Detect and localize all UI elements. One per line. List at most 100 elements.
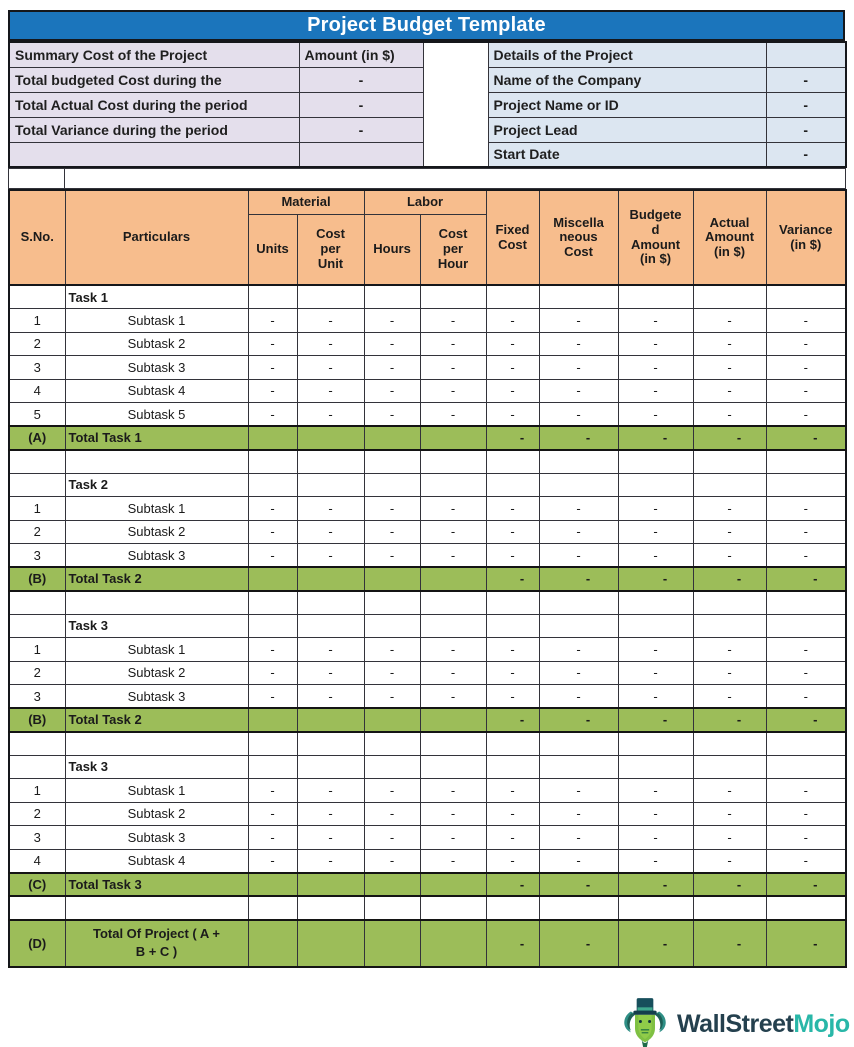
subtask-label: Subtask 3: [64, 355, 249, 380]
subtask-label: Subtask 4: [64, 848, 249, 873]
table-row-grand: (D) Total Of Project ( A + B + C ) - - - - -: [8, 918, 847, 968]
value-cell: -: [692, 519, 767, 544]
details-label: Start Date: [487, 141, 767, 168]
value-cell: -: [765, 543, 847, 568]
value-cell: -: [617, 402, 694, 427]
empty-cell: [247, 707, 298, 733]
empty-cell: [692, 590, 767, 615]
empty-cell: [363, 590, 421, 615]
details-value: -: [765, 66, 847, 93]
value-cell: -: [419, 331, 487, 356]
empty-cell: [765, 590, 847, 615]
value-cell: -: [538, 496, 619, 521]
value-cell: -: [538, 778, 619, 803]
table-row-empty: [8, 590, 847, 615]
value-cell: -: [485, 684, 540, 709]
spacer-cell: [8, 168, 65, 189]
sno-cell: 5: [8, 402, 66, 427]
value-cell: -: [692, 778, 767, 803]
wallstreetmojo-logo: WallStreetMojo: [620, 996, 850, 1047]
brand-wordmark: WallStreetMojo: [677, 1011, 850, 1037]
summary-label: Total Variance during the period: [8, 116, 300, 143]
total-letter: (B): [8, 566, 66, 592]
empty-cell: [296, 918, 365, 968]
value-cell: -: [692, 402, 767, 427]
value-cell: -: [617, 331, 694, 356]
value-cell: -: [296, 519, 365, 544]
empty-cell: [64, 449, 249, 474]
value-cell: -: [617, 684, 694, 709]
col-header-fixed-cost: Fixed Cost: [485, 189, 540, 286]
empty-cell: [765, 895, 847, 920]
value-cell: -: [247, 684, 298, 709]
subtask-label: Subtask 4: [64, 378, 249, 403]
total-label: Total Task 2: [64, 566, 249, 592]
sno-cell: 1: [8, 308, 66, 333]
top-info-header-row: Summary Cost of the Project Amount (in $…: [8, 41, 847, 168]
value-cell: -: [765, 825, 847, 850]
value-cell: -: [485, 402, 540, 427]
total-value-cell: -: [765, 918, 847, 968]
empty-cell: [247, 895, 298, 920]
value-cell: -: [692, 660, 767, 685]
total-letter: (B): [8, 707, 66, 733]
empty-cell: [485, 449, 540, 474]
empty-cell: [296, 895, 365, 920]
empty-cell: [419, 731, 487, 756]
value-cell: -: [692, 496, 767, 521]
table-row-sub: 1 Subtask 1---------: [8, 496, 847, 521]
total-value-cell: -: [765, 566, 847, 592]
subtask-label: Subtask 1: [64, 637, 249, 662]
col-group-material: Material: [247, 189, 365, 215]
total-value-cell: -: [692, 871, 767, 897]
value-cell: -: [419, 378, 487, 403]
table-row-sub: 3 Subtask 3---------: [8, 825, 847, 850]
total-value-cell: -: [538, 707, 619, 733]
value-cell: -: [765, 684, 847, 709]
details-section-title: Details of the Project: [487, 41, 767, 68]
total-value-cell: -: [692, 918, 767, 968]
value-cell: -: [617, 496, 694, 521]
value-cell: -: [296, 496, 365, 521]
empty-cell: [363, 613, 421, 638]
value-cell: -: [765, 378, 847, 403]
empty-cell: [296, 871, 365, 897]
value-cell: -: [363, 801, 421, 826]
col-header-budgeted-amount: Budgete d Amount (in $): [617, 189, 694, 286]
table-row-sub: 1 Subtask 1---------: [8, 308, 847, 333]
table-row-task: Task 1: [8, 284, 847, 309]
value-cell: -: [419, 637, 487, 662]
value-cell: -: [247, 778, 298, 803]
value-cell: -: [419, 801, 487, 826]
value-cell: -: [692, 825, 767, 850]
empty-cell: [617, 754, 694, 779]
value-cell: -: [617, 378, 694, 403]
table-row-sub: 4 Subtask 4---------: [8, 378, 847, 403]
total-value-cell: -: [617, 707, 694, 733]
empty-cell: [296, 707, 365, 733]
empty-cell: [247, 731, 298, 756]
table-row-empty: [8, 895, 847, 920]
empty-cell: [419, 754, 487, 779]
total-label: Total Task 1: [64, 425, 249, 451]
value-cell: -: [419, 496, 487, 521]
col-header-hours: Hours: [363, 213, 421, 286]
empty-cell: [419, 871, 487, 897]
value-cell: -: [247, 519, 298, 544]
table-row-sub: 3 Subtask 3---------: [8, 355, 847, 380]
col-header-units: Units: [247, 213, 298, 286]
value-cell: -: [296, 684, 365, 709]
value-cell: -: [617, 543, 694, 568]
empty-cell: [363, 449, 421, 474]
total-value-cell: -: [617, 566, 694, 592]
empty-cell: [485, 284, 540, 309]
table-row-total: (B) Total Task 2-----: [8, 707, 847, 733]
value-cell: -: [765, 331, 847, 356]
value-cell: -: [363, 331, 421, 356]
sno-cell: 3: [8, 684, 66, 709]
value-cell: -: [363, 660, 421, 685]
value-cell: -: [363, 402, 421, 427]
subtask-label: Subtask 3: [64, 684, 249, 709]
spacer-column: [422, 41, 489, 168]
value-cell: -: [247, 637, 298, 662]
